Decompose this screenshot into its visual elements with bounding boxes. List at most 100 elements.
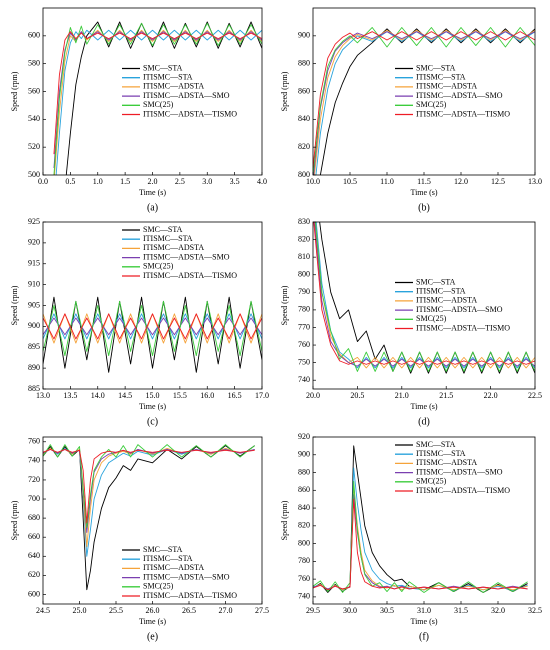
legend-label: SMC—STA bbox=[416, 277, 456, 286]
x-tick-label: 25.5 bbox=[109, 606, 123, 615]
x-tick-label: 3.5 bbox=[230, 177, 240, 186]
legend-label: ITISMC—ADSTA—TISMO bbox=[416, 109, 510, 118]
x-tick-label: 11.5 bbox=[417, 177, 431, 186]
y-tick-label: 740 bbox=[298, 592, 310, 601]
y-tick-label: 900 bbox=[298, 31, 310, 40]
y-tick-label: 880 bbox=[298, 58, 310, 67]
x-tick-label: 21.0 bbox=[395, 391, 409, 400]
y-tick-label: 580 bbox=[28, 58, 40, 67]
x-tick-label: 11.0 bbox=[380, 177, 394, 186]
y-axis-label: Speed (rpm) bbox=[10, 71, 19, 111]
y-tick-label: 600 bbox=[28, 31, 40, 40]
x-tick-label: 31.5 bbox=[454, 606, 468, 615]
x-axis-label: Time (s) bbox=[410, 402, 437, 411]
legend-label: SMC—STA bbox=[143, 63, 183, 72]
y-tick-label: 915 bbox=[28, 259, 40, 268]
legend-label: ITISMC—ADSTA—TISMO bbox=[143, 109, 237, 118]
x-tick-label: 17.0 bbox=[255, 391, 269, 400]
series-line bbox=[319, 222, 535, 374]
x-tick-label: 0.5 bbox=[65, 177, 75, 186]
y-tick-label: 860 bbox=[298, 86, 310, 95]
y-tick-label: 720 bbox=[28, 475, 40, 484]
series-line bbox=[65, 21, 262, 175]
y-tick-label: 890 bbox=[28, 363, 40, 372]
y-tick-label: 820 bbox=[298, 234, 310, 243]
x-tick-label: 27.0 bbox=[219, 606, 233, 615]
x-axis-label: Time (s) bbox=[139, 188, 166, 197]
x-tick-label: 15.5 bbox=[173, 391, 187, 400]
x-tick-label: 12.5 bbox=[491, 177, 505, 186]
series-line bbox=[43, 313, 262, 340]
y-tick-label: 790 bbox=[298, 287, 310, 296]
y-tick-label: 600 bbox=[28, 589, 40, 598]
caption: (d) bbox=[418, 416, 430, 427]
legend-label: SMC(25) bbox=[143, 100, 174, 109]
series-line bbox=[53, 31, 262, 155]
y-axis-label: Speed (rpm) bbox=[280, 285, 289, 325]
series-line bbox=[43, 300, 262, 357]
legend-label: ITISMC—ADSTA—TISMO bbox=[416, 323, 510, 332]
y-tick-label: 770 bbox=[298, 322, 310, 331]
y-tick-label: 620 bbox=[28, 570, 40, 579]
series-line bbox=[313, 222, 535, 365]
legend-label: ITISMC—ADSTA bbox=[416, 458, 477, 467]
x-tick-label: 20.5 bbox=[350, 391, 364, 400]
x-tick-label: 16.0 bbox=[200, 391, 214, 400]
x-tick-label: 1.5 bbox=[120, 177, 130, 186]
caption: (e) bbox=[147, 631, 158, 642]
plot-lines bbox=[313, 27, 535, 175]
series-line bbox=[313, 485, 528, 591]
series-line bbox=[314, 29, 535, 175]
x-tick-label: 10.0 bbox=[306, 177, 320, 186]
series-line bbox=[313, 480, 528, 593]
y-axis-label: Speed (rpm) bbox=[280, 71, 289, 111]
x-tick-label: 2.0 bbox=[148, 177, 158, 186]
plot-lines bbox=[53, 21, 262, 175]
x-axis-label: Time (s) bbox=[410, 188, 437, 197]
x-tick-label: 14.0 bbox=[91, 391, 105, 400]
y-tick-label: 680 bbox=[28, 513, 40, 522]
x-tick-label: 25.0 bbox=[73, 606, 87, 615]
y-axis-label: Speed (rpm) bbox=[10, 285, 19, 325]
y-tick-label: 800 bbox=[298, 170, 310, 179]
y-tick-label: 820 bbox=[298, 521, 310, 530]
legend-label: SMC(25) bbox=[416, 477, 447, 486]
legend-label: ITISMC—ADSTA—SMO bbox=[416, 91, 503, 100]
x-tick-label: 22.5 bbox=[528, 391, 542, 400]
y-tick-label: 800 bbox=[298, 538, 310, 547]
y-tick-label: 560 bbox=[28, 86, 40, 95]
x-tick-label: 3.0 bbox=[202, 177, 212, 186]
series-line bbox=[314, 222, 535, 372]
y-tick-label: 905 bbox=[28, 300, 40, 309]
y-tick-label: 920 bbox=[298, 432, 310, 441]
x-tick-label: 27.5 bbox=[255, 606, 269, 615]
legend-label: ITISMC—STA bbox=[416, 287, 466, 296]
x-tick-label: 10.5 bbox=[343, 177, 357, 186]
x-tick-label: 31.0 bbox=[417, 606, 431, 615]
y-tick-label: 540 bbox=[28, 114, 40, 123]
series-line bbox=[53, 22, 262, 175]
caption: (f) bbox=[419, 631, 429, 642]
series-line bbox=[319, 28, 535, 175]
series-line bbox=[315, 31, 535, 175]
legend-label: SMC(25) bbox=[143, 262, 174, 271]
series-line bbox=[43, 448, 255, 548]
plot-lines bbox=[43, 296, 262, 373]
series-line bbox=[313, 494, 528, 590]
legend-label: ITISMC—STA bbox=[143, 73, 193, 82]
x-tick-label: 29.5 bbox=[306, 606, 320, 615]
y-axis-label: Speed (rpm) bbox=[280, 500, 289, 540]
y-tick-label: 740 bbox=[298, 375, 310, 384]
plot-frame bbox=[312, 221, 536, 390]
x-tick-label: 13.0 bbox=[528, 177, 542, 186]
legend-label: ITISMC—STA bbox=[143, 234, 193, 243]
y-tick-label: 750 bbox=[298, 357, 310, 366]
legend-label: SMC(25) bbox=[416, 314, 447, 323]
x-tick-label: 21.5 bbox=[439, 391, 453, 400]
y-tick-label: 840 bbox=[298, 503, 310, 512]
x-tick-label: 22.0 bbox=[484, 391, 498, 400]
legend-label: ITISMC—ADSTA—TISMO bbox=[143, 591, 237, 600]
y-tick-label: 895 bbox=[28, 342, 40, 351]
series-line bbox=[313, 31, 535, 175]
x-tick-label: 30.5 bbox=[380, 606, 394, 615]
